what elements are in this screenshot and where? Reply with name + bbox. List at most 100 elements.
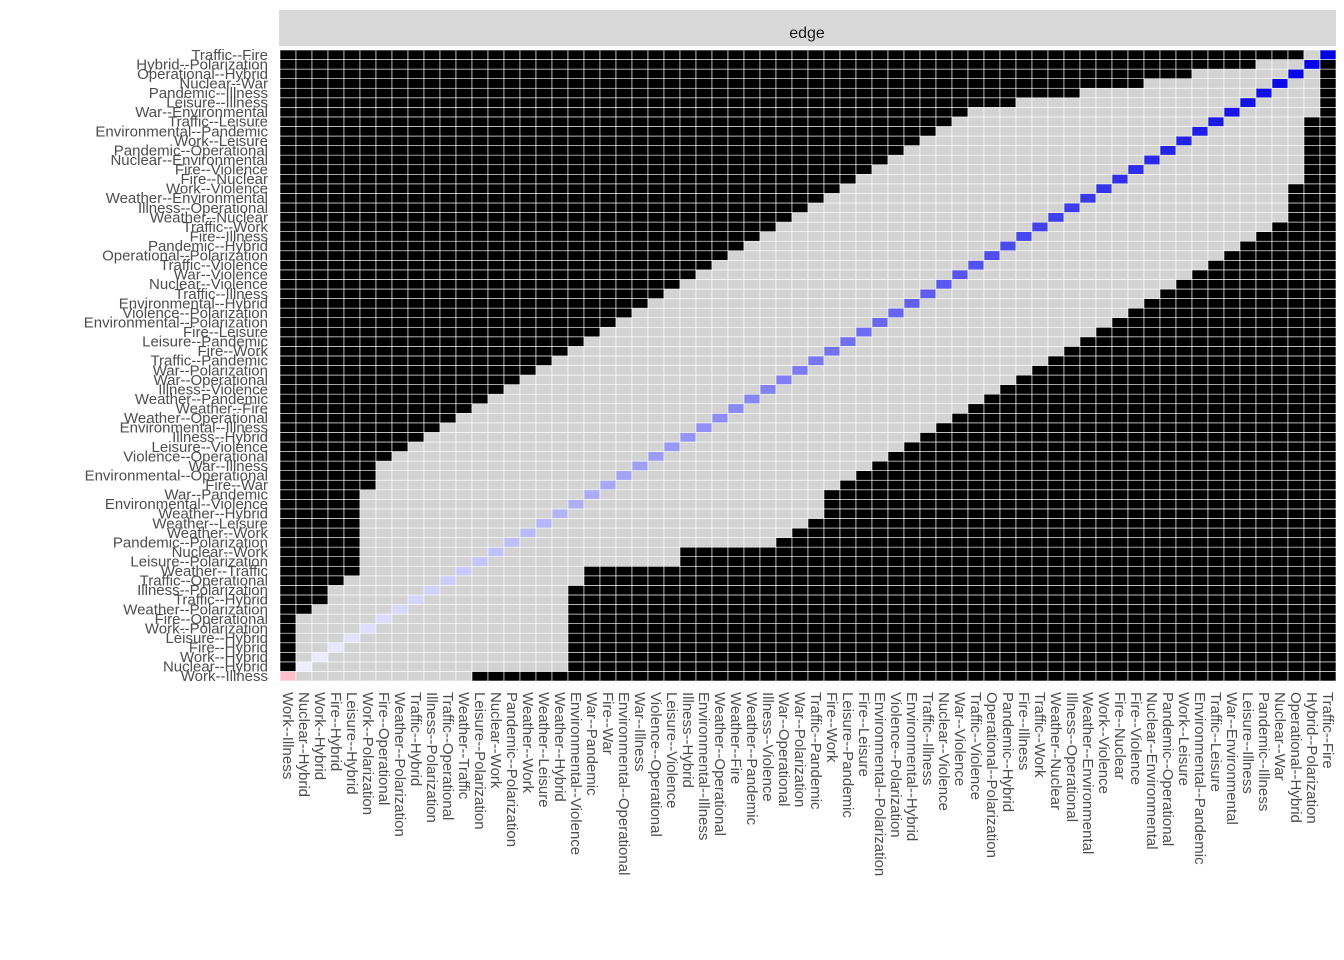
heatmap-cell (903, 298, 921, 309)
heatmap-cell (503, 565, 521, 577)
y-tick-label: Fire--Violence (175, 162, 268, 179)
heatmap-cell (439, 575, 457, 586)
heatmap-cell (567, 240, 585, 252)
heatmap-cell (1095, 671, 1113, 682)
heatmap-cell (1303, 269, 1321, 280)
heatmap-cell (999, 499, 1017, 510)
heatmap-cell (727, 575, 745, 586)
heatmap-cell (679, 623, 697, 634)
heatmap-cell (727, 288, 745, 299)
heatmap-cell (631, 164, 649, 175)
heatmap-cell (343, 537, 361, 548)
heatmap-cell (887, 632, 905, 644)
heatmap-cell (1271, 336, 1289, 347)
heatmap-cell (327, 422, 345, 433)
heatmap-cell (663, 59, 681, 70)
heatmap-cell (1159, 107, 1177, 118)
heatmap-cell (919, 642, 937, 653)
heatmap-cell (919, 212, 937, 223)
heatmap-cell (1303, 68, 1321, 79)
heatmap-cell (1303, 451, 1321, 462)
heatmap-cell (407, 604, 425, 615)
heatmap-cell (1111, 126, 1129, 137)
heatmap-cell (823, 250, 841, 261)
heatmap-cell (471, 613, 489, 624)
heatmap-cell (407, 336, 425, 347)
heatmap-cell (1303, 384, 1321, 395)
heatmap-cell (1095, 365, 1113, 376)
heatmap-cell (631, 365, 649, 376)
heatmap-cell (791, 298, 809, 309)
heatmap-cell (1271, 126, 1289, 137)
heatmap-cell (647, 652, 665, 663)
heatmap-cell (631, 623, 649, 634)
heatmap-cell (647, 183, 665, 194)
heatmap-cell (375, 78, 393, 89)
heatmap-cell (1159, 260, 1177, 271)
heatmap-cell (711, 116, 729, 127)
heatmap-cell (775, 470, 793, 481)
heatmap-cell (311, 575, 329, 586)
heatmap-cell (903, 355, 921, 366)
heatmap-cell (343, 642, 361, 653)
heatmap-cell (311, 279, 329, 290)
heatmap-cell (439, 499, 457, 510)
heatmap-cell (631, 183, 649, 194)
heatmap-cell (1015, 594, 1033, 605)
heatmap-cell (887, 355, 905, 366)
heatmap-cell (1319, 451, 1337, 462)
heatmap-cell (343, 451, 361, 462)
heatmap-cell (407, 527, 425, 538)
heatmap-cell (599, 260, 617, 271)
heatmap-cell (375, 288, 393, 299)
heatmap-cell (903, 594, 921, 605)
heatmap-cell (1255, 317, 1273, 328)
heatmap-cell (807, 671, 825, 682)
heatmap-cell (775, 604, 793, 615)
heatmap-cell (999, 145, 1017, 156)
heatmap-cell (807, 451, 825, 462)
heatmap-cell (1111, 326, 1129, 338)
heatmap-cell (1047, 78, 1065, 89)
heatmap-cell (839, 384, 857, 395)
heatmap-cell (343, 307, 361, 319)
heatmap-cell (855, 613, 873, 624)
heatmap-cell (1047, 107, 1065, 118)
heatmap-cell (631, 68, 649, 79)
heatmap-cell (1111, 642, 1129, 653)
heatmap-cell (807, 193, 825, 204)
heatmap-cell (983, 365, 1001, 376)
heatmap-cell (1223, 604, 1241, 615)
heatmap-cell (279, 240, 297, 252)
heatmap-cell (967, 173, 985, 185)
heatmap-cell (583, 279, 601, 290)
heatmap-cell (711, 126, 729, 137)
heatmap-cell (855, 307, 873, 319)
x-tick-label: War--Violence (951, 692, 968, 786)
heatmap-cell (855, 97, 873, 108)
heatmap-cell (311, 326, 329, 338)
heatmap-cell (823, 135, 841, 146)
heatmap-cell (951, 126, 969, 137)
heatmap-cell (359, 642, 377, 653)
heatmap-cell (279, 632, 297, 644)
heatmap-cell (1207, 403, 1225, 414)
heatmap-cell (391, 632, 409, 644)
heatmap-cell (519, 346, 537, 357)
heatmap-cell (615, 565, 633, 577)
heatmap-cell (759, 365, 777, 376)
heatmap-cell (743, 279, 761, 290)
heatmap-cell (919, 78, 937, 89)
heatmap-cell (711, 499, 729, 510)
heatmap-cell (1111, 288, 1129, 299)
heatmap-cell (535, 527, 553, 538)
heatmap-cell (823, 384, 841, 395)
heatmap-cell (535, 240, 553, 252)
heatmap-cell (487, 441, 505, 452)
heatmap-cell (391, 412, 409, 424)
heatmap-cell (439, 288, 457, 299)
heatmap-cell (967, 183, 985, 194)
heatmap-cell (375, 346, 393, 357)
heatmap-cell (1287, 594, 1305, 605)
heatmap-cell (503, 193, 521, 204)
